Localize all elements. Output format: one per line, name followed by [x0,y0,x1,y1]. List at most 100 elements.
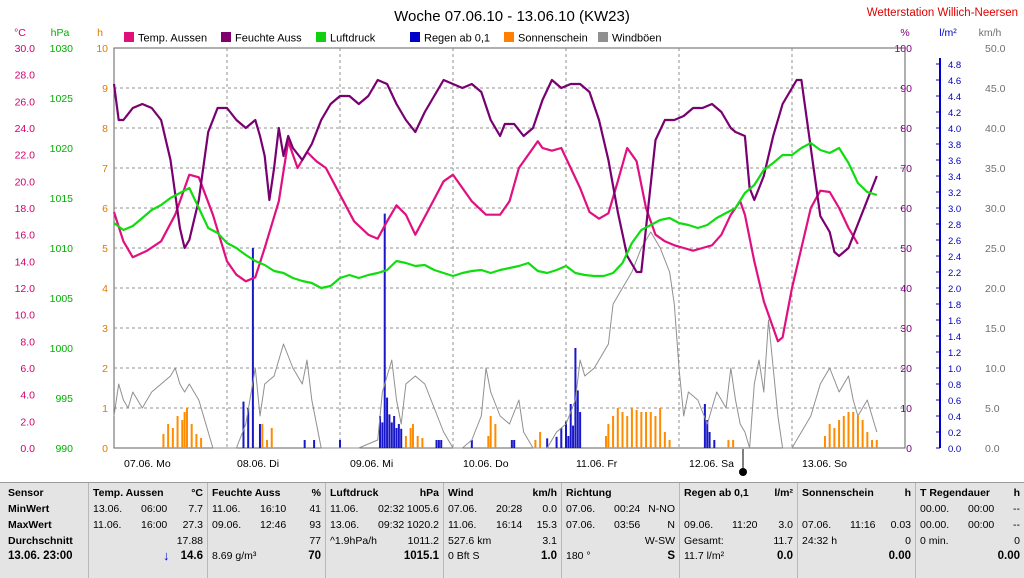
column-header: Wind km/h [448,487,557,502]
bar-regenab [383,213,386,448]
bar-sonnenschein [270,428,273,448]
current-value: 0.00 [997,550,1020,562]
station-name: Wetterstation Willich-Neersen [867,7,1018,19]
column-title: Temp. Aussen [93,487,164,499]
column-unit: h [1013,487,1020,499]
stat-row-durchschnitt: 24:32 h 0 [802,535,911,550]
tick-label-sunshine_h: 10 [96,43,108,55]
stat-value: 0.03 [890,519,911,531]
current-note: 0 Bft S [448,550,480,562]
stat-value: 77 [309,535,321,547]
tick-label-pressure_hpa: 1000 [50,343,74,355]
stat-row-durchschnitt: 77 [212,535,321,550]
stat-row-maxwert: 11.06. 16:14 15.3 [448,519,557,534]
tick-label-rain_lm2: 3.6 [948,156,961,167]
stats-panel: Sensor MinWert MaxWert Durchschnitt 13.06. 2… [0,482,1024,578]
stat-row-current: 1015.1 [330,550,439,565]
stat-column: Luftdruck hPa 11.06. 02:32 1005.6 13.06. 09:32… [325,483,443,578]
tick-label-wind_kmh: 50.0 [985,43,1006,55]
stat-row-current: 11.7 l/m² 0.0 [684,550,793,565]
axis-unit-rain_lm2: l/m² [939,27,957,39]
bar-regenab [247,408,250,448]
row-label-sensor: Sensor [4,487,84,502]
tick-label-temp_c: 4.0 [20,390,35,402]
bar-sonnenschein [823,436,826,448]
tick-label-sunshine_h: 5 [102,243,108,255]
series-line-windben [113,231,878,449]
stat-value: 41 [309,503,321,515]
bar-regenab [388,414,391,448]
stat-row-minwert: 11.06. 02:32 1005.6 [330,503,439,518]
tick-label-pressure_hpa: 1015 [50,193,74,205]
bar-sonnenschein [605,436,608,448]
bar-sonnenschein [654,416,657,448]
bar-sonnenschein [416,436,419,448]
stat-row-minwert [684,503,793,518]
axis-unit-temp_c: °C [14,27,26,39]
bar-regenab [569,404,572,448]
column-title: Regen ab 0,1 [684,487,749,499]
stat-time: 00:00 [968,519,995,531]
bar-regenab [546,438,549,448]
stat-date: 13.06. [330,519,360,531]
stat-row-maxwert: 11.06. 16:00 27.3 [93,519,203,534]
tick-label-sunshine_h: 3 [102,323,108,335]
stat-row-durchschnitt: 0 min. 0 [920,535,1020,550]
bar-regenab [513,440,516,448]
tick-label-rain_lm2: 0.0 [948,444,961,455]
stat-value: 1020.2 [406,519,439,531]
stat-row-current: 0.00 [802,550,911,565]
axis-unit-wind_kmh: km/h [979,27,1002,39]
bar-sonnenschein [266,440,269,448]
stat-column: T Regendauer h 00.00. 00:00 -- 00.00. 00:00 -- 0… [915,483,1024,578]
tick-label-rain_lm2: 0.2 [948,428,961,439]
row-label-current: 13.06. 23:00 [4,550,84,565]
chart-title: Woche 07.06.10 - 13.06.10 (KW23) [394,8,630,25]
tick-label-humidity_pct: 80 [900,123,912,135]
stat-value: N [667,519,675,531]
stat-time: 06:00 [141,503,168,515]
bar-sonnenschein [640,412,643,448]
bar-sonnenschein [727,440,730,448]
bar-sonnenschein [626,416,629,448]
tick-label-rain_lm2: 1.0 [948,364,961,375]
tick-label-rain_lm2: 1.4 [948,332,961,343]
bar-regenab [435,440,438,448]
x-tick-label: 07.06. Mo [124,458,171,470]
stat-value: 0 [1014,535,1020,547]
stat-date: 527.6 km [448,535,492,547]
row-label-maxwert: MaxWert [4,519,84,534]
tick-label-rain_lm2: 0.6 [948,396,961,407]
axes: °C0.02.04.06.08.010.012.014.016.018.020.… [14,27,1005,455]
current-note: 180 ° [566,550,591,562]
tick-label-rain_lm2: 0.4 [948,412,961,423]
current-value: 0.00 [888,550,911,562]
bar-sonnenschein [404,436,407,448]
tick-label-rain_lm2: 3.4 [948,172,961,183]
tick-label-humidity_pct: 10 [900,403,912,415]
tick-label-wind_kmh: 30.0 [985,203,1006,215]
stat-date: 24:32 h [802,535,838,547]
current-value: S [667,550,675,562]
legend-swatch [410,32,420,42]
bar-sonnenschein [185,408,188,448]
tick-label-wind_kmh: 15.0 [985,323,1006,335]
stat-row-current: 0.00 [920,550,1020,565]
stat-row-maxwert: 13.06. 09:32 1020.2 [330,519,439,534]
bar-regenab [400,428,403,448]
tick-label-sunshine_h: 0 [102,443,108,455]
current-value: 1.0 [541,550,557,562]
bar-sonnenschein [668,440,671,448]
column-title: Richtung [566,487,612,499]
bar-sonnenschein [200,438,203,448]
column-header: Feuchte Auss% [212,487,321,502]
stat-value: 3.0 [778,519,793,531]
axis-unit-pressure_hpa: hPa [51,27,70,39]
tick-label-rain_lm2: 1.2 [948,348,961,359]
bar-sonnenschein [176,416,179,448]
stat-date: 07.06. [448,503,478,515]
row-label-minwert: MinWert [4,503,84,518]
stat-row-durchschnitt: 527.6 km 3.1 [448,535,557,550]
stat-date: 11.06. [448,519,477,531]
legend-swatch [316,32,326,42]
